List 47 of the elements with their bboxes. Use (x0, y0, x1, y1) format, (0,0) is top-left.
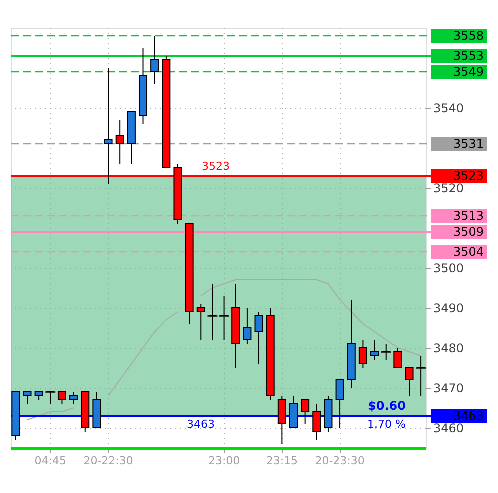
x-tick-label: 20-23:30 (315, 454, 365, 468)
candlestick (289, 396, 298, 428)
candlestick (116, 120, 124, 164)
y-tick-label: 3470 (434, 382, 464, 396)
ref-line-label: 3531 (453, 137, 484, 151)
y-tick-label: 3480 (434, 342, 464, 356)
ref-line-label: 3553 (453, 49, 484, 63)
ref-line-label: 3523 (453, 169, 484, 183)
ref-line-label: 3504 (453, 245, 484, 259)
candlestick (394, 348, 402, 368)
ref-line-label: 3509 (453, 225, 484, 239)
y-tick-label: 3500 (434, 262, 464, 276)
ref-line-label: 3558 (453, 29, 484, 43)
candlestick (336, 380, 344, 428)
y-tick-label: 3460 (434, 422, 464, 436)
candlestick (278, 396, 286, 444)
ref-line-label: 3549 (453, 65, 484, 79)
candlestick (46, 391, 56, 404)
candlestick (312, 404, 322, 440)
annotation: $0.60 (368, 399, 406, 413)
y-tick-label: 3540 (434, 102, 464, 116)
candlestick (358, 340, 368, 368)
candlestick (70, 392, 78, 404)
candlestick (208, 284, 218, 340)
annotation: 3523 (202, 160, 230, 173)
candlestick (370, 340, 380, 360)
candlestick (381, 344, 392, 360)
y-tick-label: 3520 (434, 182, 464, 196)
x-tick-label: 20-22:30 (84, 454, 134, 468)
candlestick (254, 312, 264, 364)
x-tick-label: 04:45 (34, 454, 66, 468)
y-tick-label: 3490 (434, 302, 464, 316)
candlestick (150, 36, 160, 84)
candlestick (58, 392, 66, 404)
annotation: 1.70 % (368, 418, 406, 431)
x-tick-label: 23:15 (266, 454, 298, 468)
ref-line-label: 3513 (453, 209, 484, 223)
candlestick (219, 296, 230, 340)
candlestick (301, 400, 310, 424)
ref-line-label: 3463 (453, 409, 484, 423)
candlestick (23, 392, 32, 404)
candlestick (196, 304, 206, 340)
x-tick-label: 23:00 (208, 454, 240, 468)
annotation: 3463 (187, 418, 215, 431)
candlestick (104, 68, 113, 184)
candlestick (243, 308, 252, 344)
candlestick (405, 368, 414, 396)
